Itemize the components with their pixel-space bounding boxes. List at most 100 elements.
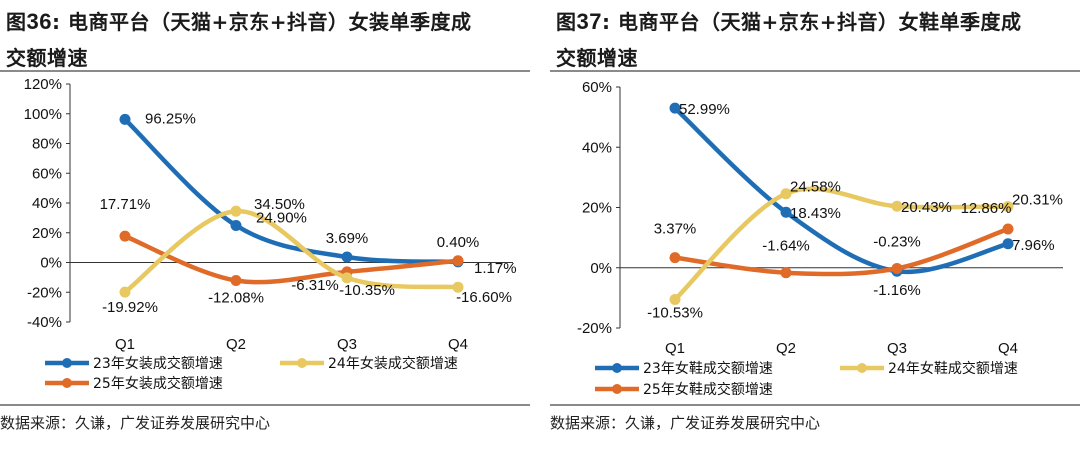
y-tick-label: 20% bbox=[32, 225, 62, 242]
data-point bbox=[1002, 238, 1014, 250]
x-tick-label: Q2 bbox=[226, 336, 246, 353]
data-label: 12.86% bbox=[961, 200, 1012, 217]
data-point bbox=[341, 251, 353, 263]
data-point bbox=[119, 113, 131, 125]
series-line bbox=[122, 233, 461, 285]
x-tick-label: Q1 bbox=[115, 336, 135, 353]
data-label: -10.35% bbox=[339, 282, 395, 299]
data-label: -16.60% bbox=[456, 289, 512, 306]
series-line bbox=[672, 226, 1011, 277]
bottom-rule bbox=[0, 404, 530, 406]
figure-title-line1: 电商平台（天猫+京东+抖音）女装单季度成 bbox=[67, 10, 472, 34]
data-label: 3.69% bbox=[326, 230, 369, 247]
bottom-rule bbox=[550, 404, 1080, 406]
data-point bbox=[452, 255, 464, 267]
figure-title-line2: 交额增速 bbox=[6, 46, 88, 70]
y-tick-label: 60% bbox=[582, 79, 612, 96]
data-point bbox=[780, 267, 792, 279]
top-rule bbox=[0, 70, 530, 72]
y-tick-label: 0% bbox=[590, 260, 612, 277]
y-tick-label: 40% bbox=[32, 195, 62, 212]
y-tick-label: 120% bbox=[24, 76, 62, 93]
data-label: 0.40% bbox=[437, 234, 480, 251]
data-label: 24.58% bbox=[790, 179, 841, 196]
x-tick-label: Q4 bbox=[448, 336, 468, 353]
source-note: 数据来源：久谦，广发证券发展研究中心 bbox=[0, 414, 271, 432]
data-label: 24.90% bbox=[256, 209, 307, 226]
y-tick-label: -20% bbox=[27, 284, 62, 301]
data-label: -1.16% bbox=[873, 282, 921, 299]
y-tick-label: -20% bbox=[577, 320, 612, 337]
y-tick-label: 100% bbox=[24, 106, 62, 123]
data-label: 7.96% bbox=[1012, 237, 1055, 254]
legend-label: 23年女装成交额增速 bbox=[93, 355, 223, 372]
data-label: 1.17% bbox=[474, 260, 517, 277]
series-line bbox=[672, 105, 1011, 275]
y-tick-label: 40% bbox=[582, 139, 612, 156]
figure-label: 图36: bbox=[6, 9, 61, 34]
y-tick-label: -40% bbox=[27, 314, 62, 331]
line-chart-fig37: -20% 0% 20% 40% 60% Q1 Q2 Q3 Q4 52.99% 18.43% -1.16… bbox=[577, 79, 1063, 398]
x-tick-label: Q1 bbox=[665, 340, 685, 357]
data-label: 18.43% bbox=[790, 205, 841, 222]
y-tick-label: 20% bbox=[582, 200, 612, 217]
figure-label: 图37: bbox=[556, 9, 611, 34]
legend-label: 25年女装成交额增速 bbox=[93, 375, 223, 392]
legend-marker bbox=[612, 363, 622, 373]
data-label: -12.08% bbox=[208, 289, 264, 306]
legend-label: 24年女鞋成交额增速 bbox=[888, 360, 1018, 377]
legend-label: 25年女鞋成交额增速 bbox=[643, 381, 773, 398]
data-point bbox=[780, 188, 792, 200]
legend-marker bbox=[857, 363, 867, 373]
data-label: 3.37% bbox=[654, 221, 697, 238]
data-label: 52.99% bbox=[679, 101, 730, 118]
series-line bbox=[672, 186, 1011, 302]
data-point bbox=[780, 206, 792, 218]
figure-title-line1: 电商平台（天猫+京东+抖音）女鞋单季度成 bbox=[617, 10, 1022, 34]
y-tick-label: 60% bbox=[32, 165, 62, 182]
data-point bbox=[230, 219, 242, 231]
legend-marker bbox=[612, 384, 622, 394]
data-label: 20.43% bbox=[901, 199, 952, 216]
y-tick-label: 0% bbox=[40, 255, 62, 272]
data-point bbox=[669, 252, 681, 264]
series-line bbox=[122, 117, 461, 265]
series-line bbox=[122, 208, 461, 295]
data-label: 20.31% bbox=[1012, 192, 1063, 209]
y-tick-label: 80% bbox=[32, 136, 62, 153]
data-point bbox=[119, 230, 131, 242]
data-label: 34.50% bbox=[254, 196, 305, 213]
legend-label: 24年女装成交额增速 bbox=[328, 355, 458, 372]
data-label: -6.31% bbox=[291, 277, 339, 294]
line-chart-fig36: -40% -20% 0% 20% 40% 60% 80% 100% 120% Q1 Q2 Q3 Q4 96… bbox=[24, 76, 517, 392]
x-tick-label: Q3 bbox=[337, 336, 357, 353]
figure-title: 图36: 电商平台（天猫+京东+抖音）女装单季度成 交额增速 bbox=[6, 4, 516, 76]
data-point bbox=[891, 262, 903, 274]
top-rule bbox=[550, 70, 1080, 72]
data-point bbox=[452, 281, 464, 293]
data-point bbox=[1002, 201, 1014, 213]
figure-title: 图37: 电商平台（天猫+京东+抖音）女鞋单季度成 交额增速 bbox=[556, 4, 1066, 76]
x-tick-label: Q4 bbox=[998, 340, 1018, 357]
data-point bbox=[341, 272, 353, 284]
data-point bbox=[230, 205, 242, 217]
x-tick-label: Q2 bbox=[776, 340, 796, 357]
data-label: -1.64% bbox=[762, 238, 810, 255]
data-label: 96.25% bbox=[145, 110, 196, 127]
data-label: -10.53% bbox=[647, 304, 703, 321]
data-point bbox=[119, 286, 131, 298]
data-label: -19.92% bbox=[102, 299, 158, 316]
chart-panel-fig37: 图37: 电商平台（天猫+京东+抖音）女鞋单季度成 交额增速 -20% 0% 20%… bbox=[550, 0, 1080, 451]
source-note: 数据来源：久谦，广发证券发展研究中心 bbox=[550, 414, 821, 432]
data-point bbox=[669, 293, 681, 305]
legend-marker bbox=[297, 358, 307, 368]
legend-label: 23年女鞋成交额增速 bbox=[643, 360, 773, 377]
data-label: 17.71% bbox=[100, 196, 151, 213]
chart-panel-fig36: 图36: 电商平台（天猫+京东+抖音）女装单季度成 交额增速 -40% -20% 0… bbox=[0, 0, 530, 451]
data-label: -0.23% bbox=[873, 233, 921, 250]
x-tick-label: Q3 bbox=[887, 340, 907, 357]
data-point bbox=[891, 200, 903, 212]
legend-marker bbox=[62, 358, 72, 368]
data-point bbox=[669, 102, 681, 114]
data-point bbox=[1002, 223, 1014, 235]
